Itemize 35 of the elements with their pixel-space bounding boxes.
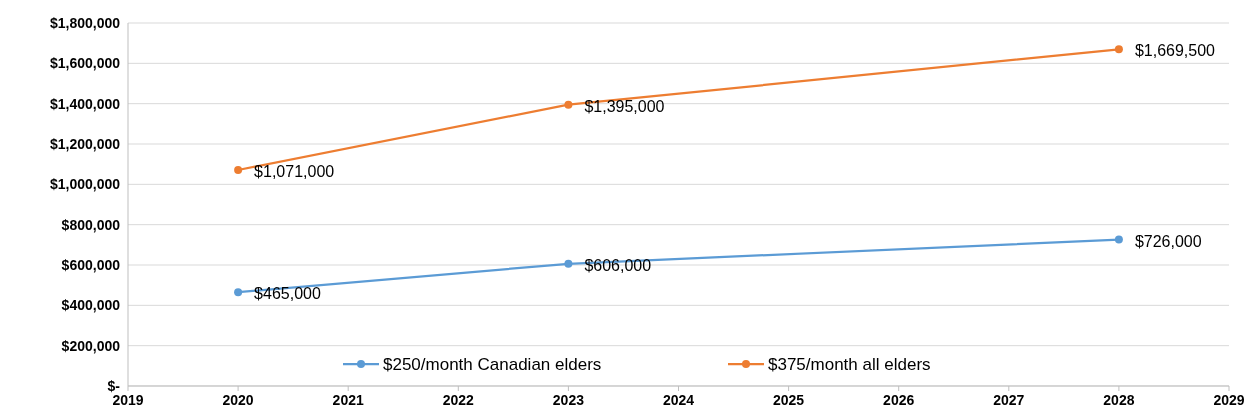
data-label: $726,000 — [1134, 232, 1202, 250]
y-tick-label: $600,000 — [61, 257, 121, 273]
y-tick-label: $1,800,000 — [49, 15, 121, 31]
point — [1114, 45, 1123, 54]
x-tick-label: 2024 — [662, 392, 695, 408]
point — [564, 259, 573, 268]
x-tick-label: 2025 — [773, 392, 805, 408]
point — [234, 288, 243, 297]
y-tick-label: $1,400,000 — [49, 95, 121, 112]
x-tick-label: 2020 — [222, 392, 254, 408]
x-tick-label: 2023 — [552, 392, 585, 408]
x-tick-label: 2019 — [112, 392, 144, 408]
point — [564, 100, 573, 109]
data-label: $606,000 — [584, 256, 652, 274]
y-tick-label: $800,000 — [61, 216, 121, 233]
data-label: $1,669,500 — [1134, 42, 1216, 60]
y-tick-label: $1,200,000 — [49, 136, 121, 152]
legend-label: $375/month all elders — [768, 355, 931, 374]
y-tick-label: $400,000 — [61, 297, 121, 314]
point — [234, 166, 243, 175]
x-tick-label: 2028 — [1103, 392, 1135, 408]
data-label: $465,000 — [254, 285, 321, 303]
x-tick-label: 2022 — [442, 392, 475, 408]
point — [1114, 235, 1123, 244]
legend-label: $250/month Canadian elders — [383, 355, 602, 374]
y-tick-label: $- — [107, 378, 121, 394]
data-label: $1,395,000 — [584, 97, 665, 115]
y-tick-label: $200,000 — [61, 337, 121, 354]
data-label: $1,071,000 — [254, 163, 335, 181]
x-tick-label: 2027 — [993, 392, 1025, 408]
x-tick-label: 2026 — [883, 392, 915, 408]
y-tick-label: $1,000,000 — [49, 176, 121, 193]
x-tick-label: 2029 — [1213, 392, 1245, 408]
y-tick-label: $1,600,000 — [49, 55, 121, 72]
x-tick-label: 2021 — [332, 392, 364, 408]
